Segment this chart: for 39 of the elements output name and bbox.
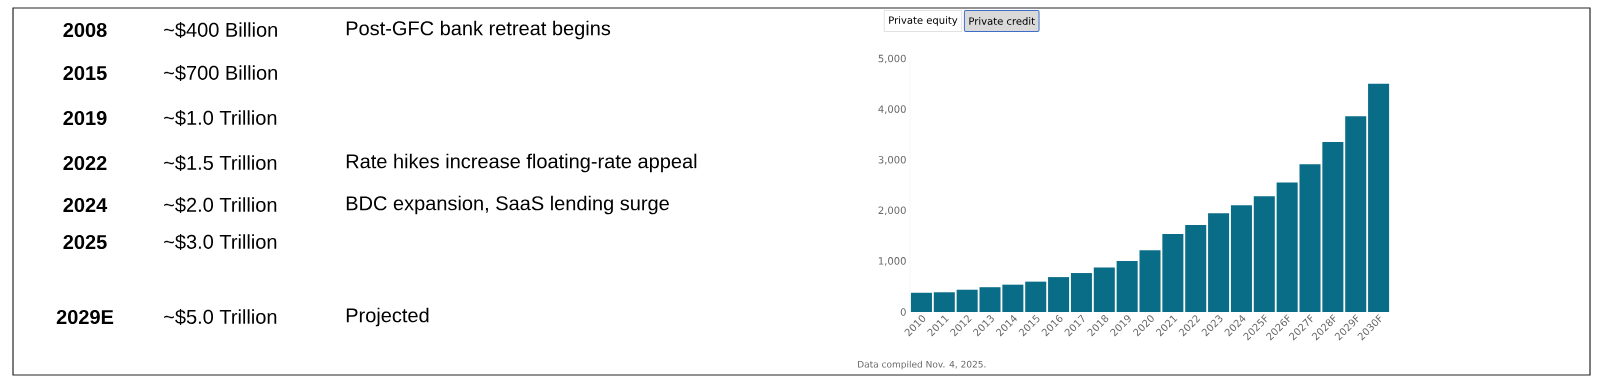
bar	[1025, 281, 1047, 312]
text: 2008	[63, 22, 107, 38]
bar	[1345, 116, 1367, 312]
bar	[1093, 267, 1115, 312]
y-tick-label: 0	[900, 308, 906, 316]
bar	[1070, 273, 1092, 312]
text: BDC expansion, SaaS lending surge	[346, 195, 669, 215]
text: ~$700 Billion	[164, 64, 277, 82]
text: Projected	[346, 307, 429, 327]
bar	[1048, 277, 1070, 312]
bar	[910, 292, 932, 312]
text: Private equity	[889, 16, 958, 26]
text: 2025	[63, 234, 107, 250]
text: ~$5.0 Trillion	[164, 308, 277, 326]
text: Private credit	[969, 17, 1035, 25]
text: ~$400 Billion	[164, 21, 277, 39]
text: 2029E	[56, 309, 114, 325]
bar	[1253, 196, 1275, 312]
text: ~$1.0 Trillion	[164, 109, 277, 127]
text: 2022	[63, 155, 107, 171]
y-tick-label: 5,000	[878, 54, 906, 64]
y-tick-label: 2,000	[878, 206, 906, 216]
bar	[1185, 224, 1207, 312]
text: ~$3.0 Trillion	[164, 233, 277, 251]
y-tick-label: 3,000	[878, 155, 906, 165]
text: 2019	[63, 110, 107, 126]
text: Data compiled Nov. 4, 2025.	[858, 360, 986, 370]
text: Rate hikes increase floating-rate appeal	[346, 153, 697, 173]
bar	[1368, 83, 1390, 312]
text: 2015	[63, 65, 107, 81]
bar	[1230, 205, 1252, 312]
bar	[933, 292, 955, 312]
bar	[1208, 213, 1230, 312]
text: Post-GFC bank retreat begins	[346, 20, 611, 40]
text: ~$2.0 Trillion	[164, 196, 277, 214]
y-tick-label: 4,000	[878, 105, 906, 114]
text: 2024	[63, 197, 108, 213]
text: ~$1.5 Trillion	[164, 154, 277, 172]
y-tick-label: 1,000	[878, 257, 906, 266]
